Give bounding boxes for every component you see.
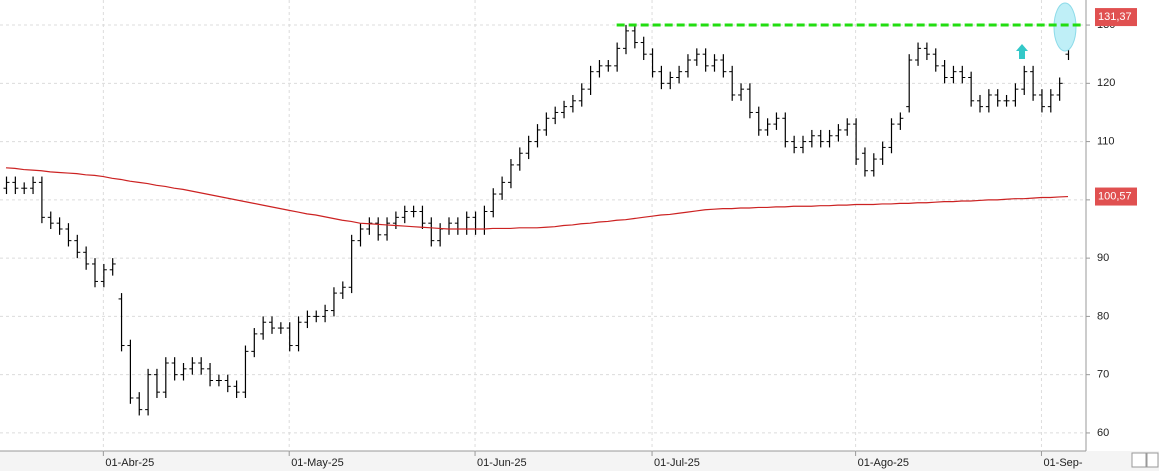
highlight-ellipse — [1053, 2, 1077, 52]
y-tick-label: 90 — [1097, 252, 1109, 264]
icon-button[interactable] — [1146, 452, 1159, 468]
ma-label: 100,57 — [1098, 190, 1132, 202]
x-axis-band — [0, 451, 1159, 471]
x-tick-label: 01-Abr-25 — [105, 457, 154, 469]
x-tick-label: 01-Jun-25 — [477, 457, 527, 469]
up-arrow — [1016, 44, 1028, 59]
x-tick-label: 01-Ago-25 — [858, 457, 909, 469]
x-tick-label: 01-Jul-25 — [654, 457, 700, 469]
moving-average-line — [5, 167, 1069, 230]
x-tick-label: 01-May-25 — [291, 457, 344, 469]
last-price-label-box — [1095, 8, 1137, 27]
y-tick-label: 70 — [1097, 369, 1109, 381]
icon-button[interactable] — [1131, 452, 1147, 468]
x-tick-label: 01-Sep- — [1043, 457, 1082, 469]
ma-label-box — [1095, 187, 1137, 206]
last-price-label: 131,37 — [1098, 11, 1132, 23]
y-tick-label: 110 — [1097, 135, 1115, 147]
y-tick-label: 120 — [1097, 77, 1115, 89]
y-tick-label: 60 — [1097, 427, 1109, 439]
y-tick-label: 80 — [1097, 310, 1109, 322]
overlay: 131,37 100,57 — [616, 8, 1137, 206]
